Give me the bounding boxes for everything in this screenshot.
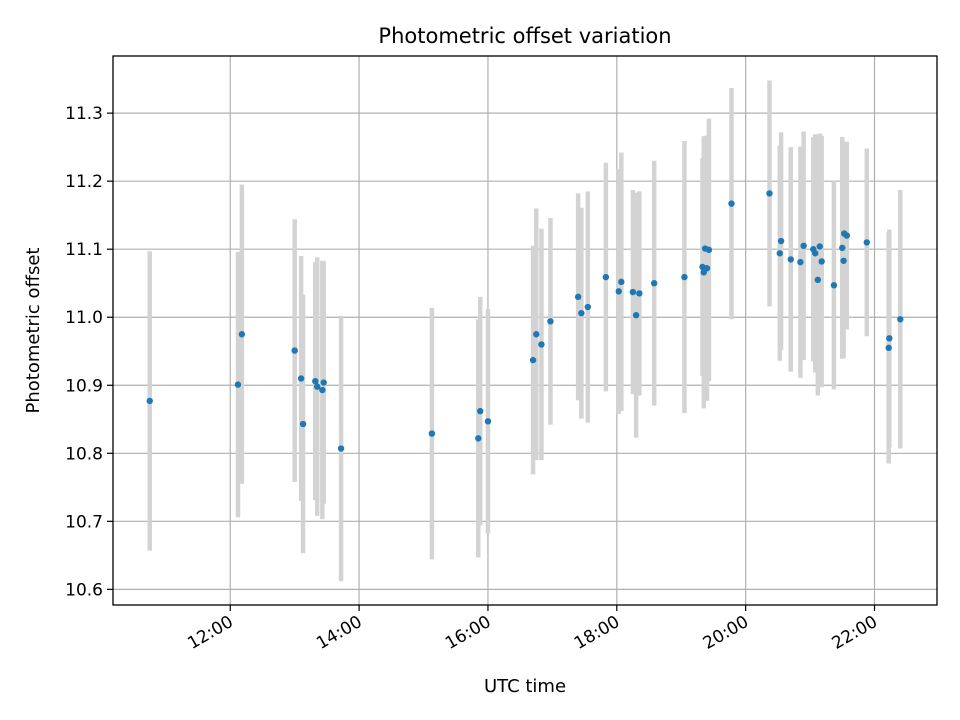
data-point <box>776 250 784 257</box>
data-point <box>428 430 436 437</box>
data-point <box>312 377 319 385</box>
data-point <box>812 250 819 257</box>
data-point <box>547 318 554 325</box>
x-tick-label: 12:00 <box>184 612 236 654</box>
data-point <box>291 347 298 354</box>
y-tick-label: 11.0 <box>65 308 103 328</box>
axis-ticks: 12:00 14:00 16:00 18:00 20:00 22:00 10.6 10.7 10… <box>65 104 881 654</box>
data-point <box>475 435 482 442</box>
chart-title: Photometric offset variation <box>378 24 671 48</box>
data-point <box>843 232 851 239</box>
data-point <box>705 246 713 254</box>
y-tick-label: 11.1 <box>65 240 103 260</box>
data-point <box>602 273 610 281</box>
data-point <box>863 239 870 246</box>
data-point <box>800 242 807 250</box>
data-point <box>766 190 773 197</box>
data-point <box>632 311 640 319</box>
data-point <box>777 237 785 245</box>
plot-frame <box>112 55 938 606</box>
data-point <box>787 256 794 263</box>
data-point <box>584 303 592 311</box>
data-point <box>650 280 658 287</box>
data-point <box>337 445 345 452</box>
data-point <box>797 258 804 266</box>
data-point <box>728 200 735 207</box>
data-point <box>830 282 838 289</box>
error-bars <box>147 80 903 582</box>
data-point <box>484 418 492 425</box>
data-point <box>538 341 545 348</box>
data-point <box>234 381 242 388</box>
data-point <box>681 273 688 281</box>
y-axis-title: Photometric offset <box>23 248 44 414</box>
data-point <box>703 265 711 272</box>
data-point <box>574 293 582 301</box>
x-axis-title: UTC time <box>484 676 566 697</box>
y-tick-label: 10.7 <box>65 512 103 532</box>
data-point <box>578 309 585 317</box>
data-point <box>818 258 825 265</box>
data-point <box>529 356 537 364</box>
x-tick-label: 20:00 <box>700 612 752 654</box>
x-tick-label: 16:00 <box>442 612 494 654</box>
x-tick-label: 14:00 <box>313 612 365 654</box>
data-point <box>897 316 904 323</box>
data-point <box>319 386 326 394</box>
data-point <box>314 383 321 390</box>
data-point <box>816 243 823 250</box>
data-point <box>814 276 822 284</box>
y-tick-label: 11.2 <box>65 172 103 192</box>
y-tick-label: 10.9 <box>65 376 103 396</box>
data-point <box>299 420 307 428</box>
data-point <box>533 331 540 338</box>
data-point <box>840 257 847 264</box>
data-point <box>885 344 892 352</box>
data-point <box>629 288 637 296</box>
data-point <box>636 290 643 297</box>
data-point <box>615 288 622 295</box>
x-tick-label: 18:00 <box>571 612 623 654</box>
y-tick-label: 10.6 <box>65 580 103 600</box>
data-point <box>297 375 305 382</box>
data-point <box>839 244 846 252</box>
y-tick-label: 10.8 <box>65 444 103 464</box>
x-tick-label: 22:00 <box>829 612 881 654</box>
data-point <box>886 335 893 342</box>
data-point <box>477 407 484 415</box>
y-tick-label: 11.3 <box>65 104 103 124</box>
data-point <box>146 397 153 405</box>
data-point <box>238 331 246 338</box>
data-points <box>146 190 904 452</box>
data-point <box>618 278 625 286</box>
data-point <box>320 379 327 386</box>
